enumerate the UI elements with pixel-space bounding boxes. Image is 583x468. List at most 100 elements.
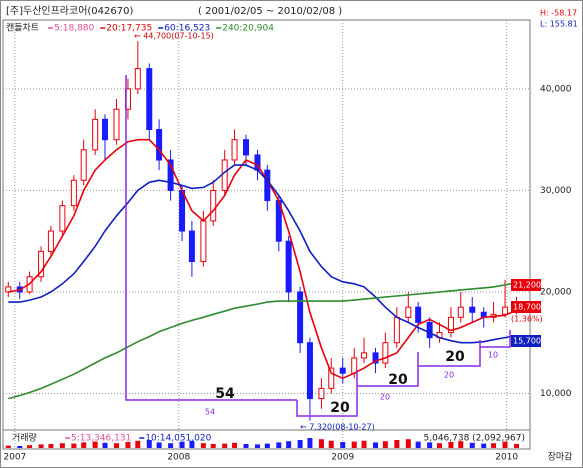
volume-bar [415, 441, 421, 448]
volume-bar [5, 445, 11, 448]
volume-bar [17, 446, 23, 448]
period-bracket [357, 352, 419, 387]
legend-label: 5:13,346,131 [71, 434, 131, 444]
candle-body [113, 108, 120, 141]
period-label: 20 [445, 349, 465, 365]
candle-body [447, 316, 454, 334]
period-bracket [418, 340, 481, 367]
volume-bar [81, 442, 87, 448]
change-tag: (1.36%) [511, 315, 543, 324]
volume-bar [427, 442, 433, 448]
period-sublabel: 54 [205, 408, 215, 417]
trough-annotation: ← 7,320(08-10-27) [300, 423, 375, 432]
volume-bar [168, 443, 174, 448]
candle-body [297, 291, 304, 344]
volume-bar [361, 440, 367, 448]
volume-bar [286, 441, 292, 448]
y-tick-label: 40,000 [540, 84, 572, 94]
peak-annotation: ← 44,700(07-10-15) [134, 32, 214, 41]
candle-body [243, 139, 250, 156]
close-tag: 18,700 [513, 303, 541, 312]
candle-body [426, 321, 433, 339]
candle-body [92, 118, 99, 151]
period-label: 54 [215, 386, 235, 402]
volume-bar [394, 440, 400, 448]
x-tick-label: 2010 [495, 453, 518, 463]
volume-bar [38, 444, 44, 448]
candle-body [231, 139, 238, 161]
candle-body [405, 306, 412, 318]
high-ratio: H: -58.17 [540, 9, 577, 18]
candle-body [415, 306, 422, 323]
high-tag-box [511, 279, 541, 291]
volume-bar [276, 442, 282, 448]
candle-body [134, 68, 141, 90]
status: 장마감 [548, 451, 573, 463]
volume-bar [405, 439, 411, 448]
volume-bar [469, 442, 475, 448]
legend-label: 20:17,735 [106, 24, 152, 34]
volume-bar [113, 443, 119, 448]
candle-body [70, 179, 77, 207]
volume-bar [59, 443, 65, 448]
period-bracket [480, 330, 511, 348]
high-tag: 21,200 [513, 281, 541, 290]
volume-bar [146, 440, 152, 448]
volume-bar [340, 442, 346, 448]
moving-average [8, 138, 517, 380]
moving-average [8, 282, 517, 400]
moving-average [8, 164, 517, 344]
close-tag-box [511, 301, 541, 313]
period-sublabel: 10 [488, 351, 498, 360]
ma60-tag: 15,700 [513, 337, 541, 346]
volume-bar [514, 444, 520, 448]
candle-body [361, 352, 368, 359]
volume-bar [156, 442, 162, 448]
legend-label: 240:20,904 [222, 24, 274, 34]
volume-bar [351, 441, 357, 448]
candle-body [372, 352, 379, 364]
low-ratio: L: 155.81 [540, 20, 578, 29]
candle-body [339, 367, 346, 374]
candle-body [285, 240, 292, 293]
candle-body [306, 342, 313, 400]
candle-body [146, 68, 153, 131]
volume-bar [328, 440, 334, 448]
volume-bar [382, 441, 388, 448]
candle-body [156, 129, 163, 161]
candle-body [200, 220, 207, 263]
volume-bar [48, 444, 54, 448]
legend-label: 10:14,051,020 [145, 434, 211, 444]
candle-body [318, 387, 325, 400]
candle-body [221, 159, 228, 191]
candle-body [102, 118, 109, 141]
candle-body [188, 230, 195, 263]
plot-border [2, 19, 531, 450]
candle-body [179, 189, 186, 232]
x-tick-label: 2009 [331, 453, 354, 463]
candle-body [264, 169, 271, 202]
volume-bar [307, 438, 313, 448]
candle-body [59, 205, 66, 232]
period-sublabel: 20 [380, 393, 390, 402]
legend-title: 캔들차트 [6, 22, 39, 34]
candle-body [502, 306, 509, 315]
volume-bar [222, 443, 228, 448]
volume-bar [491, 443, 497, 448]
x-tick-label: 2007 [3, 453, 26, 463]
y-tick-label: 20,000 [540, 287, 572, 297]
volume-bar [189, 440, 195, 448]
candle-body [210, 189, 217, 222]
legend-label: 5:18,880 [54, 24, 95, 34]
volume-bar [125, 442, 131, 448]
volume-bar [481, 443, 487, 448]
period-label: 20 [330, 400, 350, 416]
volume-bar [200, 443, 206, 448]
candle-body [80, 149, 87, 181]
volume-bar [232, 442, 238, 448]
volume-bar [448, 442, 454, 448]
date-range: ( 2001/02/05 ~ 2010/02/08 ) [198, 6, 342, 17]
x-tick-label: 2008 [167, 453, 190, 463]
